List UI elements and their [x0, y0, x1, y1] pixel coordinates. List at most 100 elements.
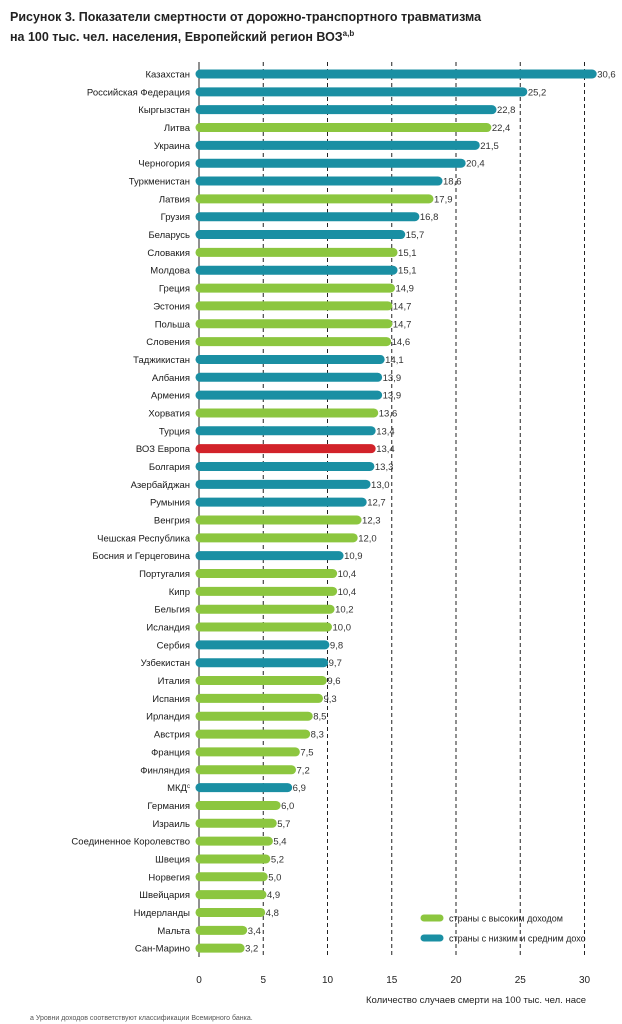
- value-label: 12,7: [367, 498, 386, 509]
- value-label: 13,4: [376, 444, 395, 455]
- legend-label: страны с высоким доходом: [449, 914, 563, 924]
- category-label: Казахстан: [145, 70, 190, 81]
- value-label: 15,7: [406, 230, 425, 241]
- value-label: 9,8: [330, 640, 343, 651]
- value-label: 14,6: [392, 337, 411, 348]
- value-label: 13,0: [371, 480, 390, 491]
- value-label: 5,2: [271, 854, 284, 865]
- value-label: 17,9: [434, 194, 453, 205]
- value-label: 7,2: [297, 765, 310, 776]
- value-label: 14,7: [393, 301, 412, 312]
- category-label: Украина: [154, 141, 191, 152]
- value-label: 15,1: [398, 248, 417, 259]
- chart-title-line2: на 100 тыс. чел. населения, Европейский …: [10, 30, 343, 45]
- category-label: Таджикистан: [133, 355, 190, 366]
- category-label: Эстония: [153, 301, 190, 312]
- category-label: Армения: [151, 391, 190, 402]
- category-label: Италия: [158, 676, 190, 687]
- legend-label: страны с низким и средним дохо: [449, 934, 586, 944]
- category-label: Черногория: [138, 159, 190, 170]
- x-axis-label: Количество случаев смерти на 100 тыс. че…: [366, 995, 586, 1006]
- value-label: 8,3: [311, 730, 324, 741]
- value-label: 20,4: [466, 159, 485, 170]
- value-label: 10,2: [335, 605, 354, 616]
- value-label: 10,4: [338, 587, 357, 598]
- title-footnote-marker: a,b: [342, 29, 355, 38]
- value-label: 5,0: [268, 872, 281, 883]
- value-label: 18,6: [443, 177, 462, 188]
- value-label: 25,2: [528, 87, 547, 98]
- value-label: 10,4: [338, 569, 357, 580]
- x-tick-label: 5: [260, 975, 266, 986]
- category-label: Российская Федерация: [87, 87, 190, 98]
- x-tick-label: 10: [322, 975, 334, 986]
- category-label: МКДc: [167, 783, 190, 794]
- category-label: Хорватия: [148, 408, 190, 419]
- value-label: 13,4: [376, 426, 395, 437]
- chart-title-line2-wrap: на 100 тыс. чел. населения, Европейский …: [10, 29, 354, 44]
- value-label: 14,9: [395, 284, 414, 295]
- category-label: Турция: [159, 426, 190, 437]
- value-label: 5,4: [273, 837, 286, 848]
- value-label: 7,5: [300, 747, 313, 758]
- x-tick-label: 20: [450, 975, 462, 986]
- category-label: Финляндия: [140, 765, 190, 776]
- value-label: 9,7: [329, 658, 342, 669]
- x-tick-label: 25: [515, 975, 527, 986]
- category-label: Германия: [147, 801, 190, 812]
- category-label: Венгрия: [154, 516, 190, 527]
- category-label: ВОЗ Европа: [136, 444, 191, 455]
- category-label: Польша: [155, 319, 191, 330]
- value-label: 10,9: [344, 551, 363, 562]
- category-label: Румыния: [150, 498, 190, 509]
- category-label: Израиль: [152, 819, 190, 830]
- value-label: 3,2: [245, 944, 258, 955]
- category-label: Словения: [146, 337, 190, 348]
- category-label: Молдова: [150, 266, 190, 277]
- category-label: Швеция: [155, 854, 190, 865]
- category-label: Болгария: [149, 462, 190, 473]
- value-label: 22,4: [492, 123, 511, 134]
- category-label: Норвегия: [148, 872, 190, 883]
- value-label: 13,9: [383, 373, 402, 384]
- value-label: 30,6: [597, 70, 616, 81]
- value-label: 6,0: [281, 801, 294, 812]
- value-label: 14,1: [385, 355, 404, 366]
- value-label: 21,5: [480, 141, 499, 152]
- value-label: 9,6: [327, 676, 340, 687]
- category-label: Сербия: [157, 640, 190, 651]
- category-label: Исландия: [146, 623, 190, 634]
- x-tick-label: 30: [579, 975, 591, 986]
- category-label-sup: c: [187, 784, 190, 790]
- category-label: Грузия: [161, 212, 190, 223]
- category-label: Швейцария: [139, 890, 190, 901]
- category-label: Чешская Республика: [97, 533, 191, 544]
- value-label: 15,1: [398, 266, 417, 277]
- category-label: Азербайджан: [131, 480, 190, 491]
- category-label: Кыргызстан: [138, 105, 190, 116]
- value-label: 12,0: [358, 533, 377, 544]
- category-label: Словакия: [147, 248, 190, 259]
- category-label: Албания: [152, 373, 190, 384]
- category-label: Австрия: [154, 730, 190, 741]
- category-label: Узбекистан: [141, 658, 190, 669]
- category-label: Босния и Герцеговина: [92, 551, 190, 562]
- value-label: 4,8: [266, 908, 279, 919]
- chart-title-line1: Рисунок 3. Показатели смертности от доро…: [10, 10, 482, 24]
- category-label: Ирландия: [146, 712, 190, 723]
- category-label: Туркменистан: [129, 177, 190, 188]
- value-label: 9,3: [324, 694, 337, 705]
- value-label: 6,9: [293, 783, 306, 794]
- value-label: 8,5: [313, 712, 326, 723]
- value-label: 4,9: [267, 890, 280, 901]
- value-label: 12,3: [362, 516, 381, 527]
- value-label: 16,8: [420, 212, 439, 223]
- category-label: Мальта: [157, 926, 190, 937]
- category-label: Латвия: [159, 194, 190, 205]
- category-label: Франция: [151, 747, 190, 758]
- value-label: 13,3: [375, 462, 394, 473]
- category-label: Литва: [164, 123, 191, 134]
- category-label: Испания: [152, 694, 190, 705]
